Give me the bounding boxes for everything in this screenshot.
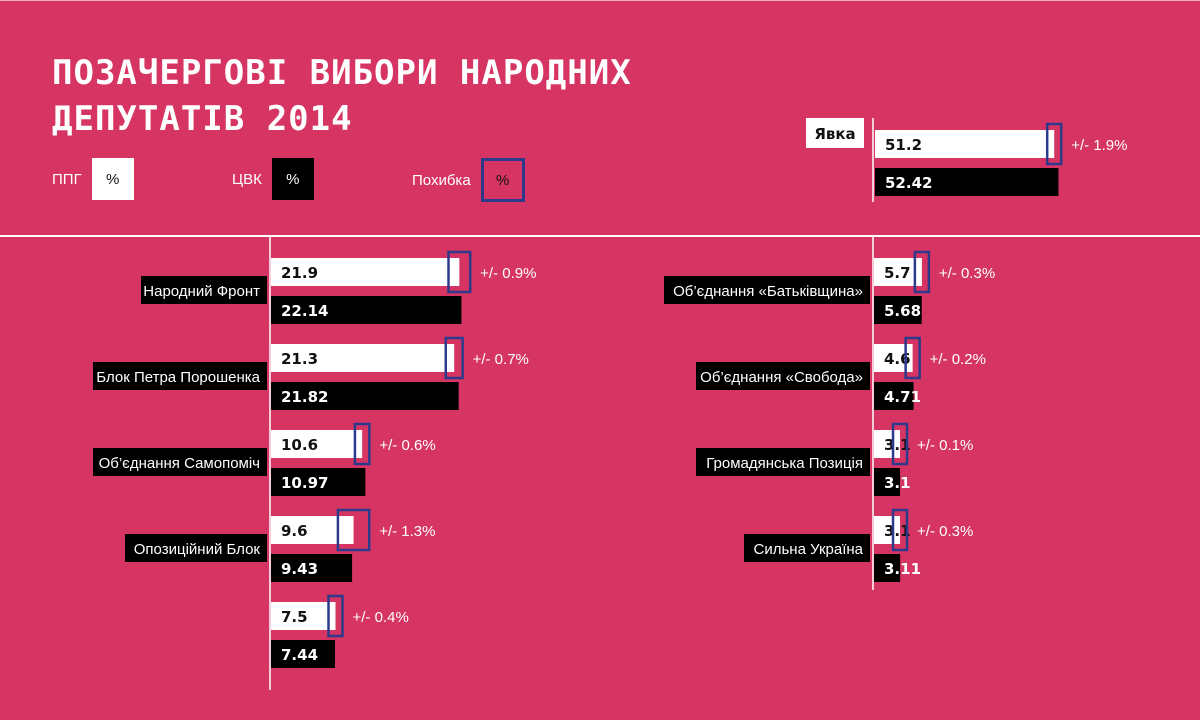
party-6-error-label: +/- 0.3% xyxy=(939,265,995,282)
party-2-cvk-bar xyxy=(271,382,459,410)
party-7-name: Об’єднання «Свобода» xyxy=(700,369,863,386)
turnout-ppg-bar xyxy=(875,130,1055,158)
turnout-error-box xyxy=(1045,122,1063,166)
party-9-name: Сильна Україна xyxy=(754,541,864,558)
party-3-error-label: +/- 0.6% xyxy=(379,437,435,454)
party-4-name-box xyxy=(125,534,267,562)
party-9-error-box xyxy=(891,508,909,552)
party-1-ppg-value: 21.9 xyxy=(281,264,318,282)
party-6-name-box xyxy=(664,276,870,304)
party-4-error-box xyxy=(336,508,371,552)
party-5-ppg-bar xyxy=(271,602,336,630)
turnout-error-label: +/- 1.9% xyxy=(1071,137,1127,154)
party-6-cvk-bar xyxy=(874,296,922,324)
legend-cvk-label: ЦВК xyxy=(232,170,262,188)
party-8-ppg-bar xyxy=(874,430,901,458)
party-3-cvk-value: 10.97 xyxy=(281,474,328,492)
party-7-cvk-bar xyxy=(874,382,914,410)
party-5-cvk-value: 7.44 xyxy=(281,646,318,664)
party-8-cvk-bar xyxy=(874,468,901,496)
party-2-name: Блок Петра Порошенка xyxy=(96,369,260,386)
party-2-error-box xyxy=(444,336,464,380)
party-7-error-box xyxy=(904,336,921,380)
party-8-name: Громадянська Позиція xyxy=(706,455,863,472)
party-2-ppg-value: 21.3 xyxy=(281,350,318,368)
party-9-cvk-value: 3.11 xyxy=(884,560,921,578)
legend-ppg: ППГ % xyxy=(52,158,134,200)
party-6-ppg-value: 5.7 xyxy=(884,264,911,282)
party-1-cvk-value: 22.14 xyxy=(281,302,328,320)
party-4-name: Опозиційний Блок xyxy=(134,541,261,558)
turnout-cvk-value: 52.42 xyxy=(885,174,932,192)
party-1-name-box xyxy=(141,276,267,304)
party-5-ppg-value: 7.5 xyxy=(281,608,308,626)
party-2-cvk-value: 21.82 xyxy=(281,388,328,406)
party-3-name: Об’єднання Самопоміч xyxy=(99,455,260,472)
party-1-error-box xyxy=(447,250,472,294)
party-5-error-box xyxy=(327,594,344,638)
party-7-cvk-value: 4.71 xyxy=(884,388,921,406)
party-8-ppg-value: 3.1 xyxy=(884,436,911,454)
party-5-error-label: +/- 0.4% xyxy=(353,609,409,626)
top-rule xyxy=(0,0,1200,1)
party-6-name: Об’єднання «Батьківщина» xyxy=(673,283,863,300)
turnout-label: Явка xyxy=(814,125,855,143)
party-8-error-label: +/- 0.1% xyxy=(917,437,973,454)
party-7-error-label: +/- 0.2% xyxy=(930,351,986,368)
party-9-cvk-bar xyxy=(874,554,901,582)
party-1-name: Народний Фронт xyxy=(143,283,260,300)
party-4-ppg-bar xyxy=(271,516,354,544)
party-4-cvk-value: 9.43 xyxy=(281,560,318,578)
party-7-ppg-value: 4.6 xyxy=(884,350,911,368)
party-3-ppg-value: 10.6 xyxy=(281,436,318,454)
party-3-ppg-bar xyxy=(271,430,363,458)
legend-error: Похибка % xyxy=(412,158,525,202)
party-8-error-box xyxy=(891,422,909,466)
party-1-ppg-bar xyxy=(271,258,460,286)
party-4-cvk-bar xyxy=(271,554,353,582)
party-3-error-box xyxy=(353,422,371,466)
party-2-name-box xyxy=(93,362,267,390)
party-2-error-label: +/- 0.7% xyxy=(473,351,529,368)
party-9-ppg-bar xyxy=(874,516,901,544)
party-7-name-box xyxy=(696,362,870,390)
turnout-ppg-value: 51.2 xyxy=(885,136,922,154)
party-5-cvk-bar xyxy=(271,640,335,668)
party-3-name-box xyxy=(93,448,267,476)
party-8-cvk-value: 3.1 xyxy=(884,474,911,492)
legend-error-swatch: % xyxy=(480,158,525,202)
title-line-2: ДЕПУТАТІВ 2014 xyxy=(52,99,353,139)
party-1-error-label: +/- 0.9% xyxy=(480,265,536,282)
turnout-label-box xyxy=(806,118,864,148)
party-1-cvk-bar xyxy=(271,296,462,324)
party-6-error-box xyxy=(913,250,931,294)
section-divider xyxy=(0,235,1200,237)
party-9-ppg-value: 3.1 xyxy=(884,522,911,540)
party-4-error-label: +/- 1.3% xyxy=(379,523,435,540)
turnout-cvk-bar xyxy=(875,168,1059,196)
party-8-name-box xyxy=(696,448,870,476)
legend-ppg-swatch: % xyxy=(91,158,134,200)
chart-title: ПОЗАЧЕРГОВІ ВИБОРИ НАРОДНИХ ДЕПУТАТІВ 20… xyxy=(52,50,632,142)
party-4-ppg-value: 9.6 xyxy=(281,522,308,540)
party-9-name-box xyxy=(744,534,870,562)
party-2-ppg-bar xyxy=(271,344,455,372)
party-9-error-label: +/- 0.3% xyxy=(917,523,973,540)
legend-cvk-swatch: % xyxy=(271,158,314,200)
legend-error-label: Похибка xyxy=(412,171,471,189)
legend-ppg-label: ППГ xyxy=(52,170,82,188)
party-6-cvk-value: 5.68 xyxy=(884,302,921,320)
legend-cvk: ЦВК % xyxy=(232,158,314,200)
party-3-cvk-bar xyxy=(271,468,366,496)
title-line-1: ПОЗАЧЕРГОВІ ВИБОРИ НАРОДНИХ xyxy=(52,53,632,93)
